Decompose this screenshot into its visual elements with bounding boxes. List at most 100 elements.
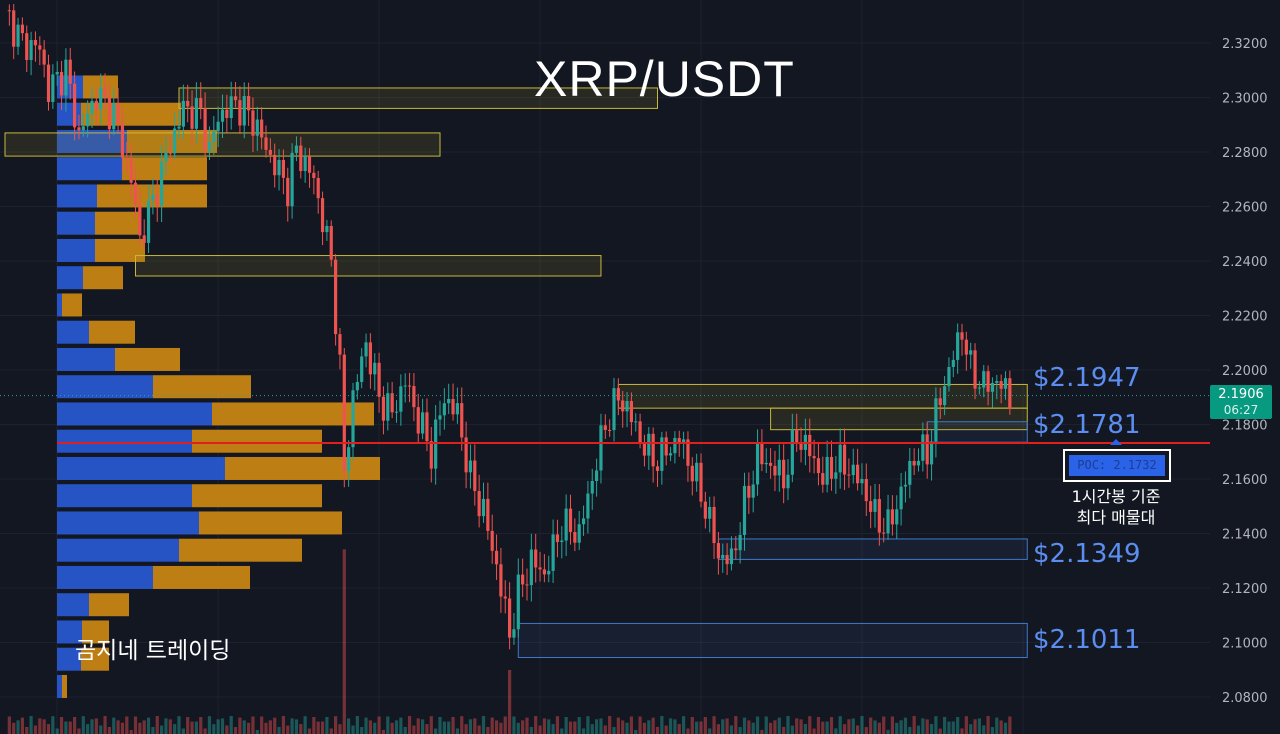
volume-bar <box>407 716 412 734</box>
volume-profile-buy-bar <box>57 484 192 508</box>
candle-body <box>555 534 560 543</box>
candle-body <box>490 530 494 551</box>
volume-bar <box>381 729 386 734</box>
volume-bar <box>238 717 242 734</box>
candle-body <box>381 396 386 421</box>
candle-body <box>16 24 20 47</box>
volume-bar <box>890 716 894 734</box>
candle-body <box>268 149 272 155</box>
volume-bar <box>447 721 451 734</box>
volume-bar <box>699 721 703 734</box>
candle-body <box>616 388 620 401</box>
candle-body <box>847 474 851 476</box>
candle-body <box>538 567 542 570</box>
volume-bar <box>938 728 942 734</box>
volume-bar <box>190 721 194 734</box>
volume-bar <box>160 725 164 734</box>
volume-bar <box>760 729 764 734</box>
volume-profile-buy-bar <box>57 266 83 290</box>
volume-bar <box>177 716 181 734</box>
candle-body <box>621 400 625 412</box>
volume-bar <box>608 716 612 734</box>
candle-body <box>38 45 42 50</box>
volume-bar <box>442 721 446 734</box>
candle-body <box>812 456 816 459</box>
volume-bar <box>999 720 1003 734</box>
candle-body <box>690 465 694 482</box>
volume-bar <box>451 717 455 734</box>
candle-body <box>521 574 525 585</box>
poc-note-line2: 최다 매물대 <box>1076 508 1156 527</box>
volume-bar <box>973 719 977 734</box>
volume-bar <box>929 724 934 734</box>
volume-bar <box>390 722 394 734</box>
volume-profile-buy-bar <box>57 157 122 181</box>
candle-body <box>229 96 233 119</box>
candle-body <box>999 380 1003 389</box>
volume-bar <box>138 722 142 734</box>
volume-bar <box>73 716 77 734</box>
volume-bar <box>251 716 255 734</box>
candle-body <box>716 543 720 559</box>
volume-bar <box>877 722 881 734</box>
candle-body <box>921 434 925 461</box>
candle-body <box>751 484 755 498</box>
candle-body <box>638 421 642 443</box>
volume-bar <box>486 727 490 734</box>
volume-profile-buy-bar <box>57 402 212 426</box>
candle-body <box>642 442 647 456</box>
candle-body <box>969 350 973 355</box>
volume-bar <box>899 720 903 734</box>
volume-bar <box>12 722 16 734</box>
candle-body <box>668 453 673 456</box>
candle-body <box>403 385 407 387</box>
volume-profile-sell-bar <box>192 484 322 508</box>
volume-bar <box>799 719 803 734</box>
volume-bar <box>816 716 821 734</box>
candle-body <box>568 508 573 533</box>
poc-note-line1: 1시간봉 기준 <box>1071 487 1161 506</box>
candle-body <box>42 49 46 65</box>
candle-body <box>503 596 507 599</box>
volume-bar <box>560 728 564 734</box>
candle-body <box>120 123 125 158</box>
volume-bar <box>25 726 29 734</box>
volume-bar <box>660 716 664 734</box>
candle-body <box>764 462 768 465</box>
volume-profile-buy-bar <box>57 102 81 126</box>
volume-profile-buy-bar <box>57 511 199 535</box>
candle-body <box>368 342 372 375</box>
volume-bar <box>986 716 990 734</box>
candle-body <box>107 96 111 130</box>
volume-bar <box>995 717 999 734</box>
volume-bar <box>573 721 577 734</box>
volume-profile-buy-bar <box>57 238 95 262</box>
volume-bar <box>621 720 625 734</box>
zone-box <box>178 87 658 109</box>
candle-body <box>151 194 155 201</box>
candle-body <box>990 382 995 392</box>
candle-body <box>281 159 285 178</box>
candle-body <box>960 332 964 340</box>
volume-bar <box>342 549 346 734</box>
volume-bar <box>886 729 890 734</box>
volume-profile-sell-bar <box>192 429 322 453</box>
candle-body <box>286 177 290 207</box>
candle-body <box>869 501 873 512</box>
candle-body <box>786 474 790 489</box>
candle-body <box>451 398 455 415</box>
volume-bar <box>360 727 364 734</box>
volume-bar <box>33 725 38 734</box>
volume-bar <box>612 727 616 734</box>
volume-bar <box>164 718 168 734</box>
volume-bar <box>42 719 46 734</box>
candle-body <box>212 131 216 142</box>
candle-body <box>660 437 664 471</box>
candle-body <box>882 532 886 534</box>
volume-bar <box>290 718 294 734</box>
volume-bar <box>512 716 516 734</box>
candle-body <box>995 380 999 383</box>
candle-body <box>725 554 729 565</box>
zone-box <box>135 255 602 277</box>
